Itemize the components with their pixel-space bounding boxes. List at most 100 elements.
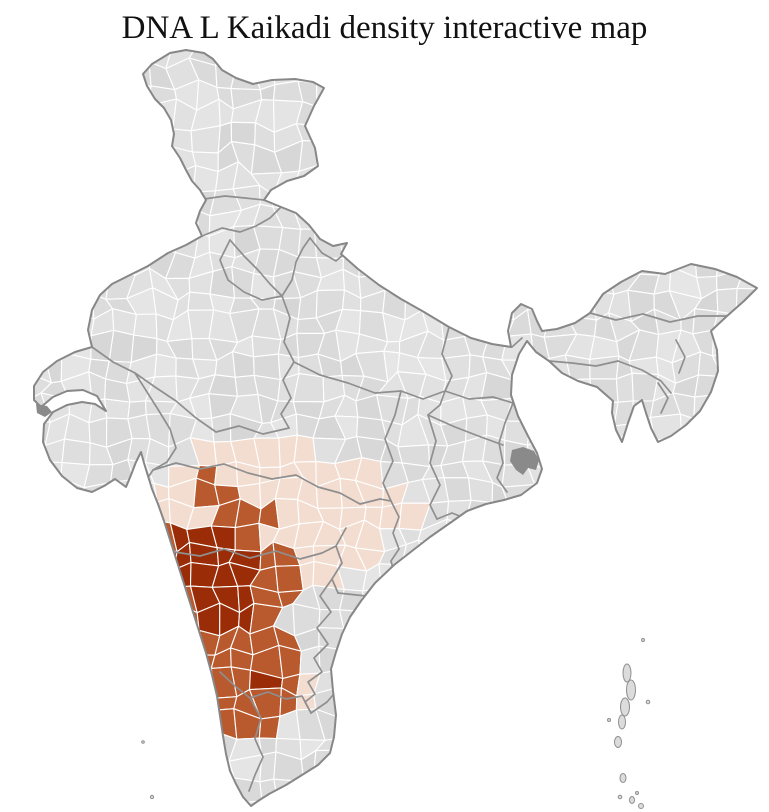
district-cell[interactable] — [696, 499, 719, 531]
district-cell[interactable] — [564, 77, 599, 103]
district-cell[interactable] — [440, 204, 472, 236]
district-cell[interactable] — [144, 793, 176, 812]
district-cell[interactable] — [760, 585, 769, 608]
district-cell[interactable] — [691, 163, 718, 190]
district-cell[interactable] — [127, 563, 154, 589]
district-cell[interactable] — [712, 187, 742, 215]
district-cell[interactable] — [292, 373, 325, 403]
district-cell[interactable] — [734, 226, 761, 250]
district-cell[interactable] — [740, 331, 764, 363]
district-cell[interactable] — [189, 730, 214, 763]
district-cell[interactable] — [524, 208, 557, 236]
district-cell[interactable] — [628, 520, 660, 543]
district-cell[interactable] — [19, 233, 52, 251]
district-cell[interactable] — [755, 792, 769, 812]
district-cell[interactable] — [230, 800, 263, 812]
district-cell[interactable] — [145, 629, 172, 653]
district-cell[interactable] — [732, 519, 765, 553]
district-cell[interactable] — [49, 477, 66, 510]
district-cell[interactable] — [293, 434, 317, 463]
district-cell[interactable] — [585, 792, 611, 812]
district-cell[interactable] — [711, 757, 742, 780]
district-cell[interactable] — [463, 542, 486, 565]
district-cell[interactable] — [190, 758, 212, 775]
district-cell[interactable] — [670, 612, 702, 635]
district-cell[interactable] — [587, 233, 616, 258]
district-cell[interactable] — [20, 540, 52, 572]
district-cell[interactable] — [632, 647, 656, 674]
district-cell[interactable] — [691, 418, 721, 448]
district-cell[interactable] — [657, 80, 677, 109]
district-cell[interactable] — [358, 715, 388, 741]
district-cell[interactable] — [545, 561, 574, 594]
district-cell[interactable] — [711, 99, 737, 128]
district-cell[interactable] — [439, 99, 465, 133]
district-cell[interactable] — [446, 666, 465, 696]
district-cell[interactable] — [648, 753, 680, 783]
district-cell[interactable] — [382, 715, 404, 741]
district-cell[interactable] — [506, 500, 536, 527]
district-cell[interactable] — [615, 372, 634, 403]
district-cell[interactable] — [46, 542, 69, 572]
district-cell[interactable] — [482, 774, 512, 803]
district-cell[interactable] — [400, 716, 424, 736]
district-cell[interactable] — [585, 756, 620, 776]
district-cell[interactable] — [417, 716, 446, 736]
district-cell[interactable] — [422, 131, 449, 152]
district-cell[interactable] — [62, 569, 92, 586]
district-cell[interactable] — [501, 64, 531, 89]
district-cell[interactable] — [694, 203, 723, 237]
district-cell[interactable] — [546, 274, 568, 293]
district-cell[interactable] — [674, 541, 700, 570]
district-cell[interactable] — [754, 770, 769, 803]
district-cell[interactable] — [740, 58, 763, 80]
district-cell[interactable] — [548, 694, 577, 716]
district-cell[interactable] — [64, 690, 89, 712]
district-cell[interactable] — [713, 623, 746, 652]
district-cell[interactable] — [715, 693, 745, 721]
district-cell[interactable] — [418, 799, 449, 812]
district-cell[interactable] — [145, 602, 176, 632]
district-cell[interactable] — [459, 186, 485, 210]
district-cell[interactable] — [167, 629, 200, 656]
district-cell[interactable] — [397, 127, 430, 153]
district-cell[interactable] — [585, 252, 616, 279]
island-district[interactable] — [618, 714, 626, 730]
district-cell[interactable] — [165, 191, 198, 217]
district-cell[interactable] — [575, 608, 592, 635]
district-cell[interactable] — [586, 540, 620, 569]
district-cell[interactable] — [696, 482, 719, 508]
district-cell[interactable] — [40, 501, 73, 530]
district-cell[interactable] — [543, 518, 572, 553]
district-cell[interactable] — [694, 57, 716, 90]
district-cell[interactable] — [169, 688, 195, 722]
district-cell[interactable] — [459, 623, 485, 652]
district-cell[interactable] — [356, 627, 386, 655]
district-cell[interactable] — [741, 687, 763, 721]
district-cell[interactable] — [337, 185, 362, 208]
district-cell[interactable] — [61, 98, 87, 131]
district-cell[interactable] — [42, 168, 73, 190]
district-cell[interactable] — [355, 81, 389, 107]
district-cell[interactable] — [362, 587, 383, 613]
district-cell[interactable] — [341, 734, 366, 757]
district-cell[interactable] — [126, 225, 151, 249]
district-cell[interactable] — [616, 151, 641, 170]
district-cell[interactable] — [148, 126, 174, 154]
district-cell[interactable] — [590, 626, 617, 652]
district-cell[interactable] — [753, 462, 769, 481]
district-cell[interactable] — [441, 625, 473, 651]
district-cell[interactable] — [313, 165, 340, 194]
district-cell[interactable] — [417, 99, 449, 133]
district-cell[interactable] — [592, 692, 616, 714]
district-cell[interactable] — [525, 798, 554, 812]
district-cell[interactable] — [128, 171, 156, 196]
district-cell[interactable] — [504, 225, 533, 253]
island-district[interactable] — [607, 718, 611, 722]
district-cell[interactable] — [505, 540, 532, 568]
district-cell[interactable] — [570, 711, 597, 742]
district-cell[interactable] — [313, 185, 345, 215]
district-cell[interactable] — [417, 229, 444, 254]
district-cell[interactable] — [543, 144, 568, 171]
district-cell[interactable] — [208, 770, 235, 805]
